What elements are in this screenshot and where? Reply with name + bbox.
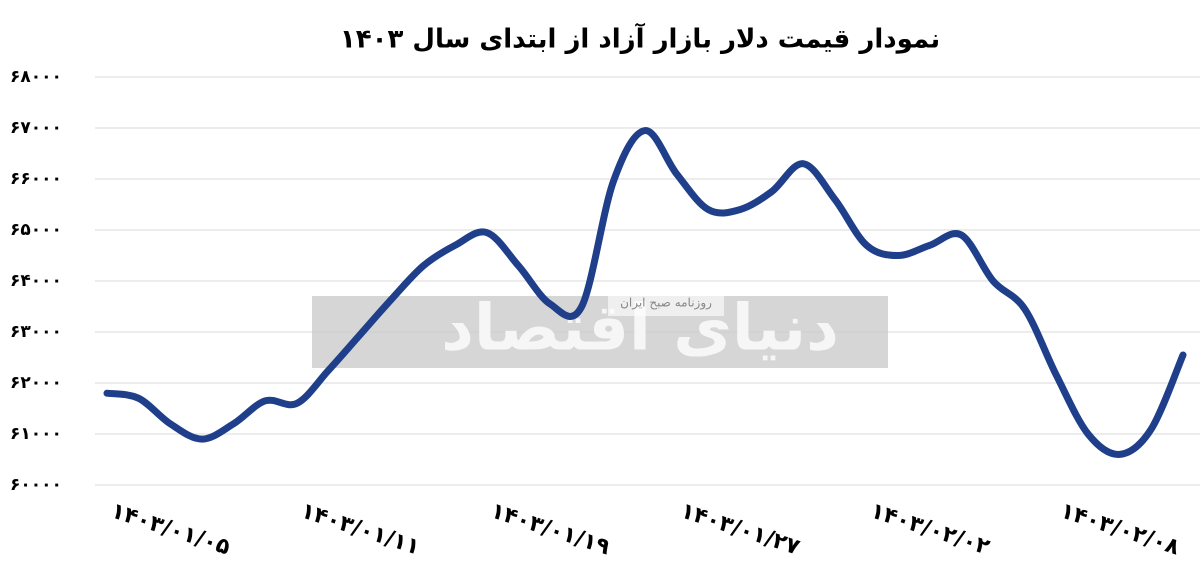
x-tick-label: ۱۴۰۳/۰۱/۱۹ bbox=[488, 499, 613, 561]
chart-title: نمودار قیمت دلار بازار آزاد از ابتدای سا… bbox=[340, 23, 940, 55]
watermark: دنیای اقتصاد روزنامه صبح ایران bbox=[312, 290, 888, 368]
y-tick-label: ۶۶۰۰۰ bbox=[10, 169, 62, 189]
y-tick-label: ۶۸۰۰۰ bbox=[10, 67, 62, 87]
x-tick-label: ۱۴۰۳/۰۱/۰۵ bbox=[108, 499, 233, 561]
y-tick-label: ۶۳۰۰۰ bbox=[10, 322, 62, 342]
y-tick-label: ۶۱۰۰۰ bbox=[10, 424, 62, 444]
y-tick-label: ۶۵۰۰۰ bbox=[10, 220, 62, 240]
x-tick-label: ۱۴۰۳/۰۲/۰۸ bbox=[1057, 499, 1183, 561]
y-tick-label: ۶۰۰۰۰ bbox=[10, 475, 62, 495]
x-tick-label: ۱۴۰۳/۰۲/۰۲ bbox=[867, 499, 993, 561]
x-tick-label: ۱۴۰۳/۰۱/۱۱ bbox=[298, 499, 423, 561]
watermark-tag-box bbox=[608, 290, 724, 316]
watermark-band bbox=[312, 296, 888, 368]
watermark-tagline: روزنامه صبح ایران bbox=[620, 296, 712, 311]
x-tick-label: ۱۴۰۳/۰۱/۲۷ bbox=[678, 499, 804, 561]
y-tick-label: ۶۲۰۰۰ bbox=[10, 373, 62, 393]
y-tick-label: ۶۷۰۰۰ bbox=[10, 118, 62, 138]
y-tick-label: ۶۴۰۰۰ bbox=[10, 271, 62, 291]
line bbox=[103, 127, 1187, 458]
